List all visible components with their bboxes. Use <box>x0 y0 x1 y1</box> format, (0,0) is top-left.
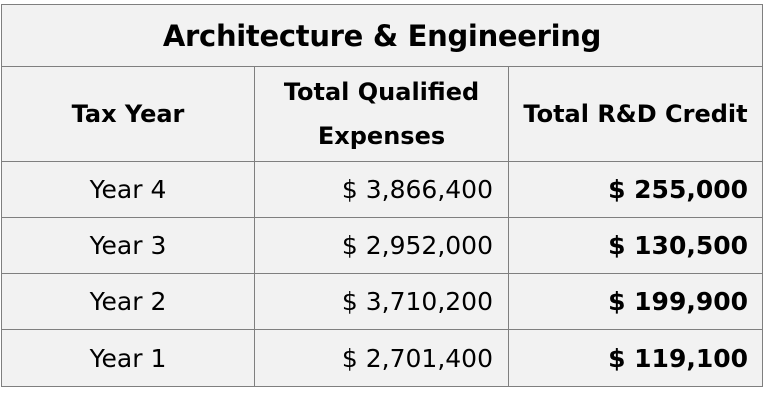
tax-year-cell: Year 1 <box>1 329 255 387</box>
credit-cell: $ 255,000 <box>507 161 764 218</box>
header-row: Tax Year Total Qualified Expenses Total … <box>1 66 764 162</box>
rd-credit-table: Architecture & Engineering Tax Year Tota… <box>0 4 764 387</box>
title-row: Architecture & Engineering <box>0 4 764 67</box>
tax-year-cell: Year 3 <box>1 217 255 274</box>
table-row: Year 3 $ 2,952,000 $ 130,500 <box>1 217 764 274</box>
credit-cell: $ 119,100 <box>507 329 764 387</box>
expenses-cell: $ 2,952,000 <box>254 217 509 274</box>
header-total-qualified-expenses: Total Qualified Expenses <box>254 66 509 162</box>
expenses-cell: $ 3,866,400 <box>254 161 509 218</box>
credit-cell: $ 199,900 <box>507 273 764 330</box>
table-row: Year 2 $ 3,710,200 $ 199,900 <box>1 273 764 330</box>
table-row: Year 4 $ 3,866,400 $ 255,000 <box>1 161 764 218</box>
credit-cell: $ 130,500 <box>507 217 764 274</box>
table-row: Year 1 $ 2,701,400 $ 119,100 <box>1 329 764 387</box>
header-expenses-line2: Expenses <box>317 122 446 150</box>
header-tax-year: Tax Year <box>1 66 255 162</box>
tax-year-cell: Year 2 <box>1 273 255 330</box>
expenses-cell: $ 3,710,200 <box>254 273 509 330</box>
header-total-rd-credit: Total R&D Credit <box>507 66 764 162</box>
table-title: Architecture & Engineering <box>0 4 764 67</box>
tax-year-cell: Year 4 <box>1 161 255 218</box>
header-expenses-line1: Total Qualified <box>283 78 480 106</box>
expenses-cell: $ 2,701,400 <box>254 329 509 387</box>
